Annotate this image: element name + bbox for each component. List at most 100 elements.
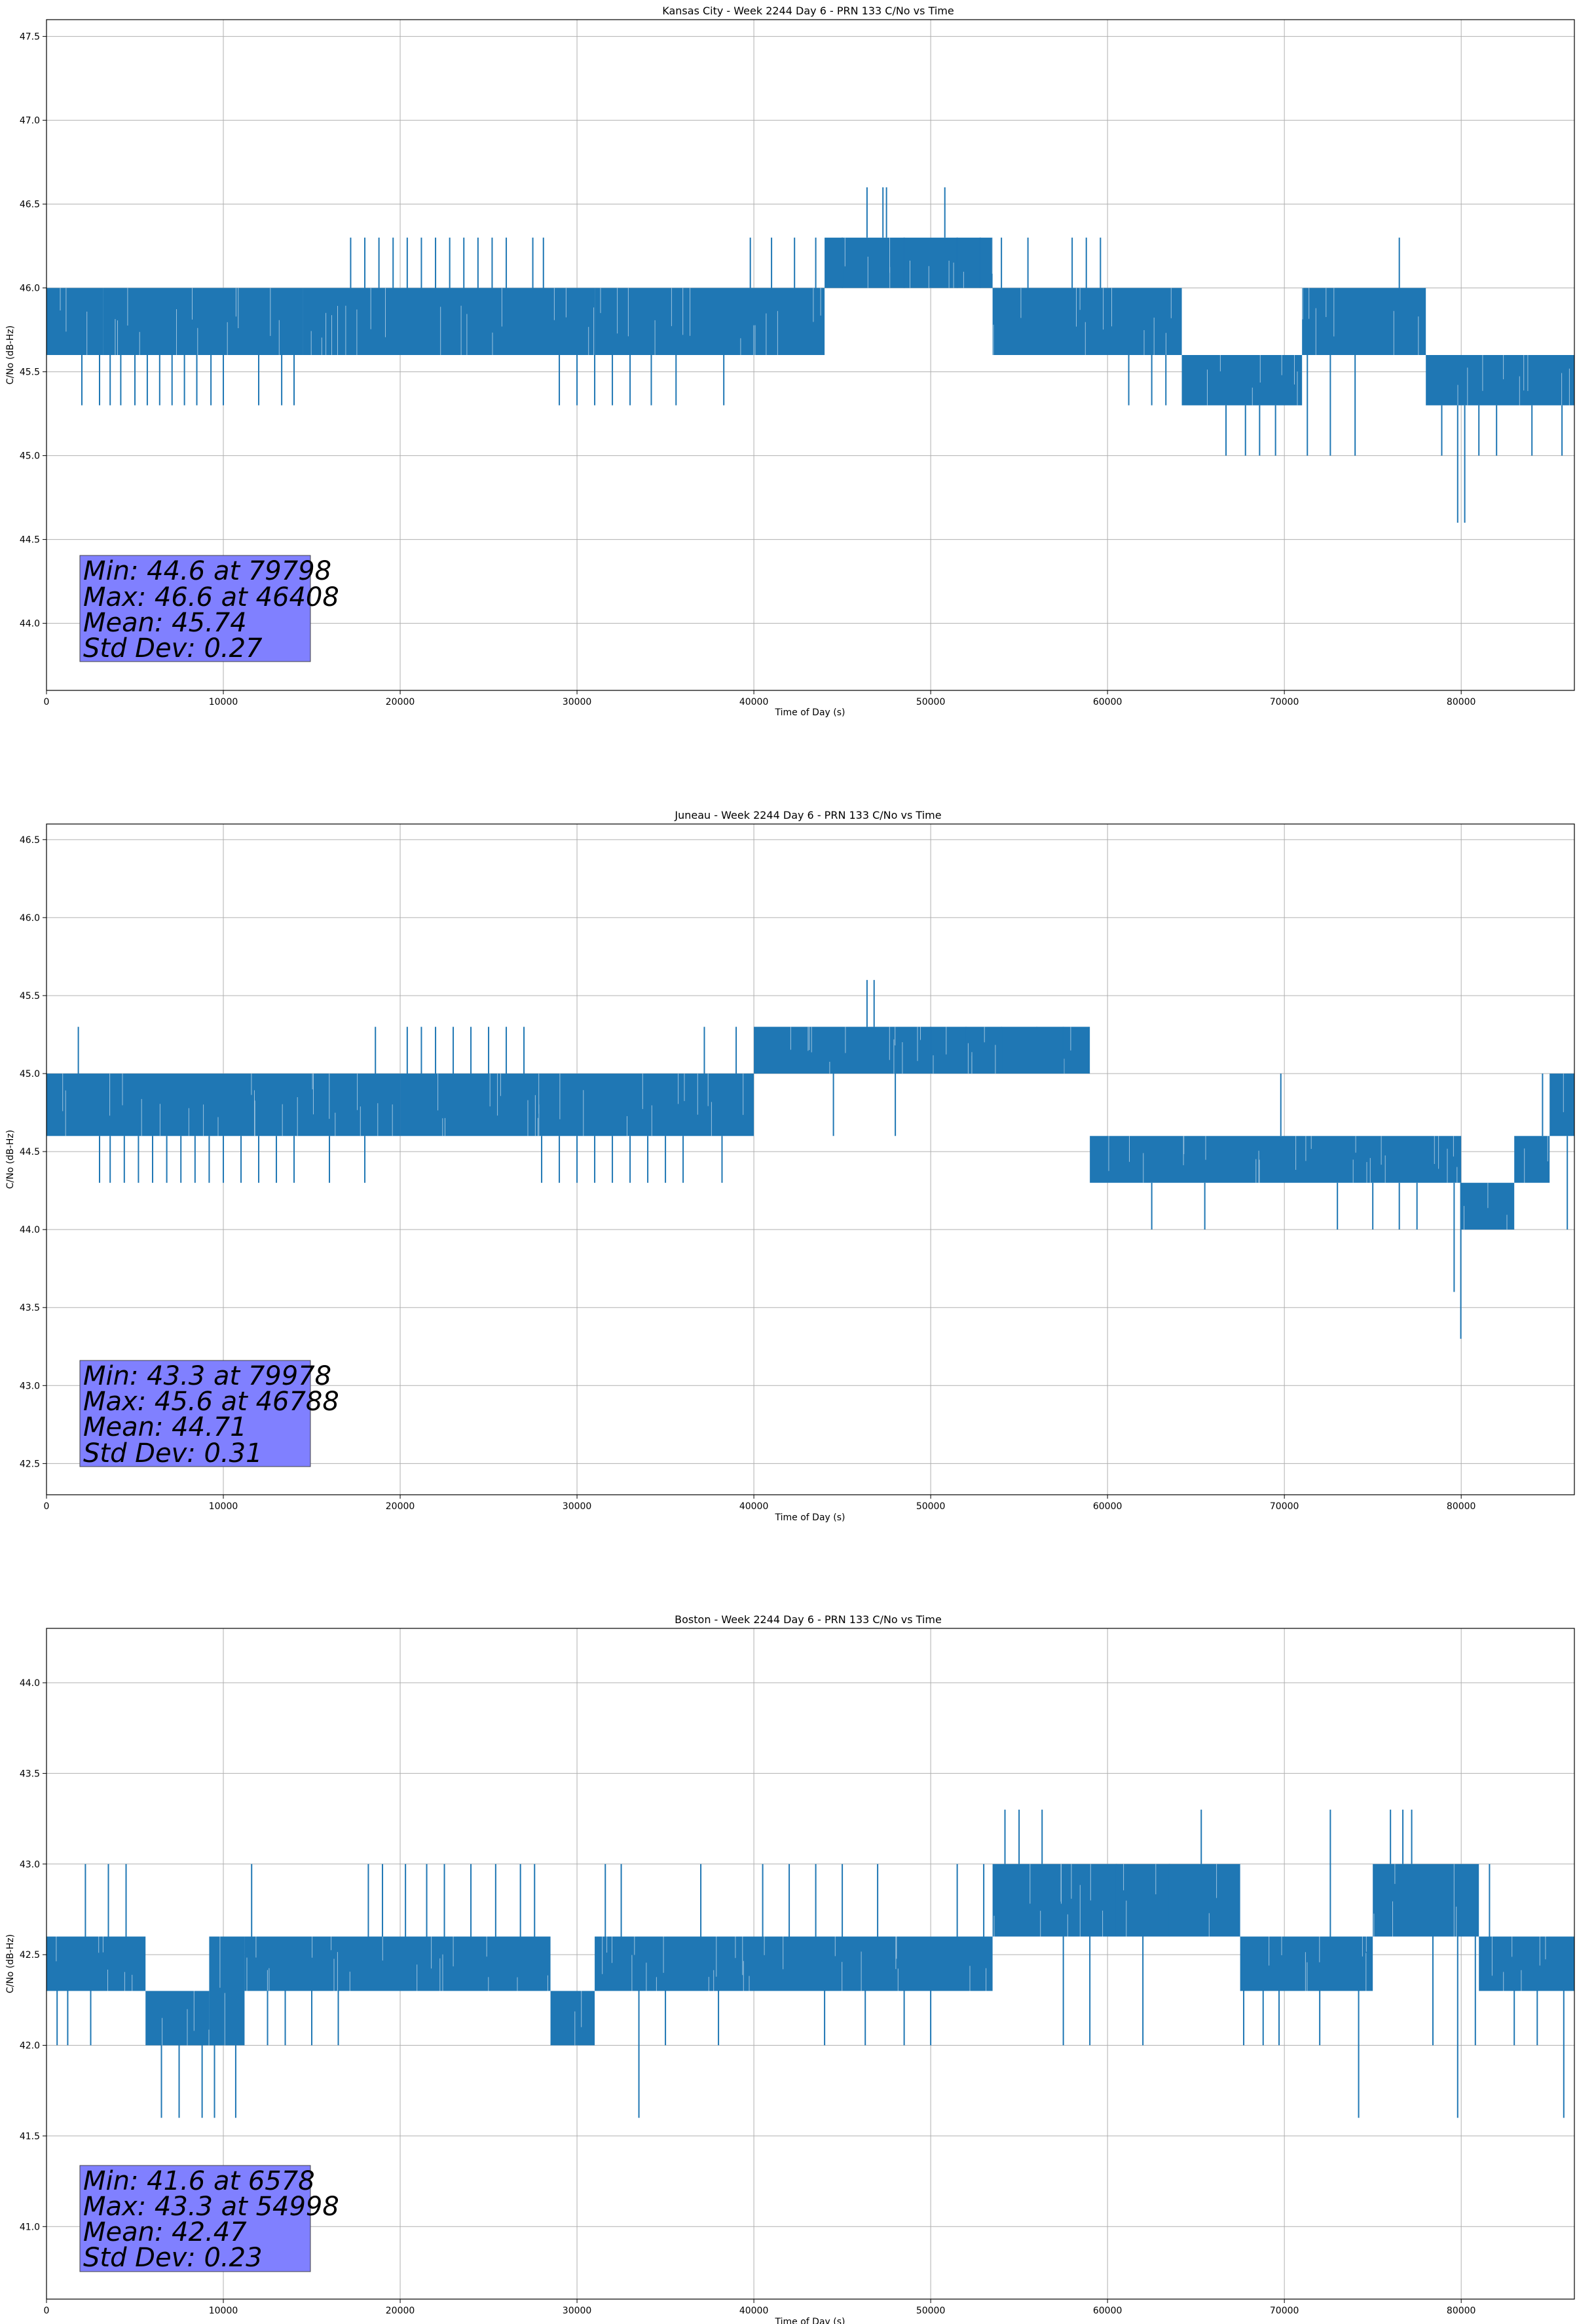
y-ticks: 41.0 41.5 42.0 42.5 43.0 43.5 44.0: [20, 1678, 46, 2232]
x-tick-label: 80000: [1447, 2306, 1476, 2316]
series-band-segment: [1373, 1864, 1479, 1937]
x-tick-label: 20000: [386, 697, 415, 707]
x-tick-label: 80000: [1447, 697, 1476, 707]
series-band-segment: [595, 1936, 993, 1991]
x-tick-label: 60000: [1093, 1501, 1122, 1512]
series-band-segment: [1426, 355, 1574, 405]
y-tick-label: 44.0: [20, 619, 40, 629]
series-band-segment: [1090, 1136, 1462, 1183]
series-band-segment: [46, 288, 103, 355]
x-tick-label: 10000: [209, 1501, 238, 1512]
series-spikes: [81, 187, 1563, 523]
panel-kansas-city: Kansas City - Week 2244 Day 6 - PRN 133 …: [5, 5, 1575, 718]
series-band-segment: [244, 1936, 551, 1991]
panel-title: Boston - Week 2244 Day 6 - PRN 133 C/No …: [675, 1613, 942, 1626]
series-band-texture: [60, 237, 1570, 405]
series-band-segment: [595, 288, 825, 355]
stat-max: Max: 45.6 at 46788: [83, 1387, 339, 1417]
x-ticks: 0 10000 20000 30000 40000 50000 60000 70000 8000…: [44, 2299, 1476, 2316]
x-tick-label: 50000: [916, 2306, 946, 2316]
y-tick-label: 44.5: [20, 1147, 40, 1157]
y-tick-label: 45.0: [20, 451, 40, 462]
y-tick-label: 47.0: [20, 116, 40, 126]
series-band: [46, 237, 1574, 405]
x-tick-label: 70000: [1270, 697, 1299, 707]
series-band-segment: [209, 1936, 245, 2046]
x-tick-label: 50000: [916, 1501, 946, 1512]
y-tick-label: 46.0: [20, 284, 40, 294]
y-tick-label: 43.0: [20, 1381, 40, 1391]
series-band-segment: [754, 1026, 1090, 1074]
x-tick-label: 10000: [209, 2306, 238, 2316]
x-tick-label: 30000: [563, 2306, 592, 2316]
series-band-texture: [56, 1864, 1546, 2046]
x-tick-label: 70000: [1270, 2306, 1299, 2316]
stat-std-dev: Std Dev: 0.31: [83, 1438, 263, 1469]
series-band-segment: [992, 288, 1182, 355]
stats-box: Min: 41.6 at 6578 Max: 43.3 at 54998 Mea…: [79, 2165, 339, 2273]
x-tick-label: 10000: [209, 697, 238, 707]
panel-title: Juneau - Week 2244 Day 6 - PRN 133 C/No …: [674, 809, 941, 821]
y-tick-label: 42.5: [20, 1459, 40, 1469]
panel-boston: Boston - Week 2244 Day 6 - PRN 133 C/No …: [5, 1613, 1575, 2324]
y-tick-label: 42.5: [20, 1950, 40, 1960]
y-tick-label: 46.5: [20, 835, 40, 846]
series-band-segment: [46, 1936, 146, 1991]
y-tick-label: 47.5: [20, 32, 40, 43]
series-band-segment: [1302, 288, 1426, 355]
x-ticks: 0 10000 20000 30000 40000 50000 60000 70000 8000…: [44, 1495, 1476, 1512]
y-tick-label: 43.5: [20, 1303, 40, 1313]
series-band-segment: [103, 288, 303, 355]
stats-box-background: [79, 555, 311, 662]
x-tick-label: 60000: [1093, 697, 1122, 707]
stats-box: Min: 44.6 at 79798 Max: 46.6 at 46408 Me…: [79, 555, 339, 664]
x-ticks: 0 10000 20000 30000 40000 50000 60000 70000 8000…: [44, 690, 1476, 707]
x-tick-label: 80000: [1447, 1501, 1476, 1512]
y-tick-label: 46.5: [20, 200, 40, 210]
x-axis-label: Time of Day (s): [775, 2317, 845, 2324]
y-axis-label: C/No (dB-Hz): [5, 326, 16, 384]
series-band-texture: [62, 1026, 1564, 1230]
x-tick-label: 30000: [563, 697, 592, 707]
series-band-segment: [400, 1074, 754, 1136]
plot-frame: [46, 1628, 1575, 2300]
series-band-segment: [1479, 1936, 1574, 1991]
y-tick-label: 43.5: [20, 1769, 40, 1779]
stats-box-background: [79, 2165, 311, 2272]
x-tick-label: 0: [44, 2306, 50, 2316]
series-band: [46, 1864, 1574, 2046]
series-band-segment: [1240, 1936, 1373, 1991]
series-spikes: [77, 980, 1568, 1339]
series-band-segment: [825, 237, 993, 288]
stat-mean: Mean: 45.74: [83, 608, 247, 638]
y-tick-label: 43.0: [20, 1860, 40, 1870]
stat-std-dev: Std Dev: 0.27: [83, 633, 263, 664]
y-tick-label: 45.5: [20, 367, 40, 378]
panel-title: Kansas City - Week 2244 Day 6 - PRN 133 …: [662, 5, 954, 17]
y-axis-label: C/No (dB-Hz): [5, 1130, 16, 1189]
series-band: [46, 1026, 1574, 1230]
plot-frame: [46, 823, 1575, 1495]
series-band-segment: [550, 1991, 595, 2046]
y-tick-label: 45.0: [20, 1069, 40, 1079]
stats-box: Min: 43.3 at 79978 Max: 45.6 at 46788 Me…: [79, 1360, 339, 1469]
series-band-segment: [46, 1074, 401, 1136]
stat-mean: Mean: 44.71: [83, 1412, 247, 1442]
panel-juneau: Juneau - Week 2244 Day 6 - PRN 133 C/No …: [5, 809, 1575, 1523]
stat-min: Min: 41.6 at 6578: [83, 2166, 315, 2196]
x-tick-label: 70000: [1270, 1501, 1299, 1512]
stat-min: Min: 43.3 at 79978: [83, 1361, 331, 1391]
y-tick-label: 44.0: [20, 1678, 40, 1689]
y-ticks: 42.5 43.0 43.5 44.0 44.5 45.0 45.5 46.0 46.5: [20, 835, 46, 1469]
y-tick-label: 46.0: [20, 913, 40, 924]
stat-max: Max: 46.6 at 46408: [83, 582, 339, 612]
stat-mean: Mean: 42.47: [83, 2217, 247, 2247]
y-tick-label: 44.0: [20, 1225, 40, 1235]
x-tick-label: 20000: [386, 1501, 415, 1512]
x-axis-label: Time of Day (s): [775, 1512, 845, 1523]
series-band-segment: [1181, 355, 1303, 405]
series-spikes: [56, 1809, 1565, 2118]
y-tick-label: 42.0: [20, 2041, 40, 2052]
x-tick-label: 60000: [1093, 2306, 1122, 2316]
